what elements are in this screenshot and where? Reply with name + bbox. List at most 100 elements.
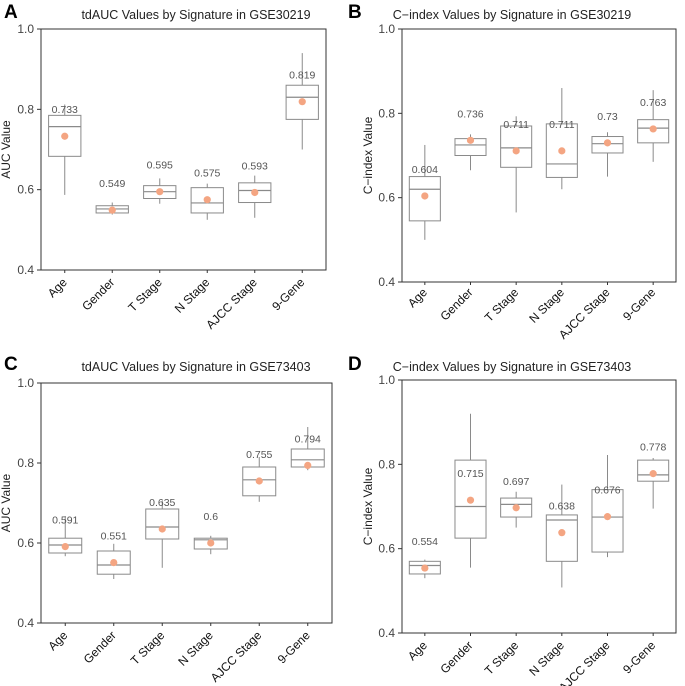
box-ajcc-stage: 0.755	[242, 449, 277, 502]
x-tick-label: 9-Gene	[620, 638, 658, 676]
panel-d: D C−index Values by Signature in GSE73403…	[348, 354, 677, 686]
box-age: 0.554	[408, 536, 441, 579]
box-gender: 0.736	[454, 108, 487, 171]
data-label: 0.711	[549, 119, 575, 131]
mean-point	[255, 477, 263, 485]
y-tick-label: 0.8	[378, 106, 395, 120]
mean-point	[61, 543, 69, 551]
x-tick-label: AJCC Stage	[208, 628, 265, 685]
y-tick-label: 0.6	[17, 183, 34, 197]
data-label: 0.715	[457, 468, 483, 480]
x-tick-label: Gender	[437, 285, 475, 323]
mean-point	[207, 539, 215, 547]
data-label: 0.676	[594, 485, 620, 497]
data-label: 0.736	[457, 108, 483, 120]
x-tick-label: Gender	[81, 628, 119, 666]
plot-frame	[401, 28, 677, 283]
data-label: 0.755	[246, 449, 272, 461]
x-tick-label: Age	[405, 285, 430, 310]
mean-point	[512, 504, 520, 512]
box-iqr	[48, 114, 82, 157]
x-tick-label: N Stage	[526, 285, 567, 326]
x-tick-label: Age	[405, 638, 430, 663]
mean-point	[466, 496, 475, 504]
chart-title: tdAUC Values by Signature in GSE73403	[81, 360, 310, 374]
box-gender: 0.715	[454, 413, 487, 568]
data-label: 0.635	[149, 497, 175, 509]
panel-letter: A	[4, 2, 18, 23]
box-t-stage: 0.595	[143, 160, 177, 204]
box-9-gene: 0.819	[285, 53, 319, 150]
x-tick-label: N Stage	[526, 638, 567, 679]
y-axis-label: C−index Value	[361, 467, 375, 545]
box-9-gene: 0.794	[290, 427, 325, 471]
panel-letter: B	[348, 2, 362, 23]
box-9-gene: 0.763	[637, 90, 670, 162]
box-iqr	[591, 489, 624, 553]
mean-point	[158, 525, 166, 533]
box-n-stage: 0.6	[193, 511, 228, 555]
y-tick-label: 0.4	[17, 263, 34, 277]
data-label: 0.697	[503, 476, 529, 488]
y-tick-label: 0.8	[17, 102, 34, 116]
chart-title: tdAUC Values by Signature in GSE30219	[81, 8, 310, 22]
mean-point	[649, 470, 657, 478]
y-tick-label: 1.0	[378, 22, 395, 36]
mean-point	[304, 461, 312, 469]
box-n-stage: 0.638	[545, 484, 578, 588]
y-tick-label: 0.8	[17, 456, 34, 470]
mean-point	[421, 564, 429, 572]
mean-point	[298, 98, 306, 106]
x-tick-label: Age	[45, 275, 70, 300]
y-tick-label: 1.0	[17, 22, 34, 36]
mean-point	[421, 192, 429, 200]
plot-frame	[40, 28, 327, 271]
y-tick-label: 0.6	[17, 536, 34, 550]
box-t-stage: 0.697	[500, 476, 533, 528]
data-label: 0.638	[549, 501, 575, 513]
x-tick-label: N Stage	[172, 275, 213, 316]
mean-point	[108, 206, 116, 214]
mean-point	[203, 196, 211, 204]
data-label: 0.575	[194, 168, 220, 180]
data-label: 0.551	[101, 531, 127, 543]
data-label: 0.73	[597, 111, 618, 123]
box-n-stage: 0.575	[190, 168, 224, 220]
y-tick-label: 0.4	[378, 275, 395, 289]
mean-point	[558, 147, 566, 155]
mean-point	[649, 125, 657, 133]
mean-point	[512, 147, 520, 155]
box-t-stage: 0.635	[145, 497, 180, 568]
data-label: 0.733	[52, 104, 78, 116]
mean-point	[466, 136, 475, 144]
box-ajcc-stage: 0.593	[238, 160, 272, 218]
mean-point	[61, 132, 69, 140]
data-label: 0.711	[503, 119, 529, 131]
data-label: 0.593	[242, 160, 268, 172]
x-tick-label: T Stage	[125, 275, 165, 315]
box-iqr	[545, 514, 578, 562]
y-axis-label: AUC Value	[0, 473, 13, 532]
box-gender: 0.551	[96, 531, 131, 579]
x-tick-label: T Stage	[482, 638, 522, 678]
plot-frame	[401, 379, 677, 634]
y-axis-label: AUC Value	[0, 120, 13, 179]
x-tick-label: 9-Gene	[620, 285, 658, 323]
mean-point	[251, 188, 259, 197]
data-label: 0.778	[640, 442, 666, 454]
x-tick-label: T Stage	[128, 628, 168, 668]
box-ajcc-stage: 0.676	[591, 455, 624, 558]
data-label: 0.819	[289, 70, 315, 82]
x-tick-label: 9-Gene	[275, 628, 313, 666]
data-label: 0.549	[99, 178, 125, 190]
y-axis-label: C−index Value	[361, 116, 375, 194]
x-tick-label: T Stage	[482, 285, 522, 325]
chart-title: C−index Values by Signature in GSE73403	[393, 360, 632, 374]
data-label: 0.6	[203, 511, 218, 523]
mean-point	[156, 188, 164, 196]
mean-point	[110, 559, 118, 567]
y-tick-label: 1.0	[378, 373, 395, 387]
box-age: 0.604	[408, 144, 441, 240]
